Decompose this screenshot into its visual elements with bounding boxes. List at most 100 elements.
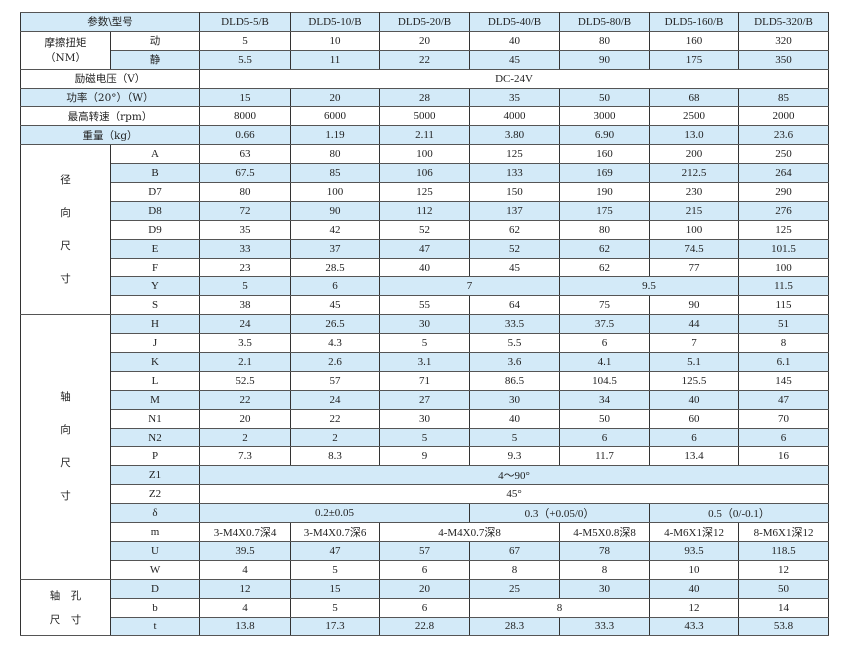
value-cell: 64 — [469, 295, 561, 316]
value-cell: 20 — [199, 408, 292, 429]
value-cell: 230 — [649, 182, 740, 202]
value-cell: 16 — [738, 446, 830, 467]
value-cell: 160 — [559, 144, 651, 165]
value-cell: 6.90 — [559, 125, 651, 146]
value-cell: 320 — [738, 30, 830, 51]
value-cell: 2000 — [738, 106, 830, 127]
dimension-row: M 22 24 27 30 34 40 47 — [21, 389, 830, 410]
value-cell: 4～90° — [199, 465, 830, 486]
dimension-row: U 39.5 47 57 67 78 93.5 118.5 — [21, 540, 830, 561]
value-cell: 80 — [199, 182, 292, 202]
model-header: DLD5-10/B — [290, 12, 381, 32]
value-cell: 6 — [290, 276, 381, 297]
dimension-row: Z2 45° — [21, 484, 830, 505]
value-cell: 215 — [649, 200, 740, 221]
value-cell: 33.3 — [559, 616, 651, 637]
value-cell: 27 — [379, 389, 471, 410]
model-header: DLD5-5/B — [199, 12, 292, 32]
general-row: 励磁电压（V） DC-24V — [19, 68, 830, 89]
value-cell: 30 — [559, 578, 651, 599]
value-cell: 9.3 — [469, 446, 561, 467]
value-cell: 290 — [738, 182, 830, 202]
value-cell: 5.5 — [469, 333, 561, 354]
value-cell: 22 — [199, 389, 292, 410]
model-header: DLD5-160/B — [649, 12, 740, 32]
value-cell: 150 — [469, 182, 561, 202]
dimension-row: P 7.3 8.3 9 9.3 11.7 13.4 16 — [21, 446, 830, 467]
value-cell: 78 — [559, 540, 651, 561]
value-cell: 63 — [199, 144, 292, 165]
value-cell: 22 — [379, 49, 471, 70]
value-cell: 8 — [738, 333, 830, 354]
value-cell: 3000 — [559, 106, 651, 127]
value-cell: 5 — [290, 597, 381, 618]
value-cell: 6000 — [290, 106, 381, 127]
value-cell: 2.6 — [290, 352, 381, 372]
value-cell: 5.1 — [649, 352, 740, 372]
model-header: DLD5-320/B — [738, 12, 830, 32]
model-header: DLD5-40/B — [469, 12, 561, 32]
value-cell: 40 — [379, 257, 471, 278]
value-cell: 55 — [379, 295, 471, 316]
param-label: 最高转速（rpm） — [19, 106, 201, 127]
value-cell: 13.4 — [649, 446, 740, 467]
value-cell: 2 — [199, 427, 292, 448]
value-cell: 51 — [738, 314, 830, 335]
value-cell: 62 — [469, 219, 561, 240]
value-cell: 23.6 — [738, 125, 830, 146]
dimension-label: P — [109, 446, 201, 467]
value-cell: 47 — [379, 238, 471, 259]
param-label: 重量（kg） — [19, 125, 201, 146]
dimension-row: D8 72 90 112 137 175 215 276 — [21, 200, 830, 221]
value-cell: 72 — [199, 200, 292, 221]
value-cell: 14 — [738, 597, 830, 618]
value-cell: 118.5 — [738, 540, 830, 561]
value-cell: 175 — [649, 49, 740, 70]
torque-sub-label: 静 — [109, 49, 201, 70]
value-cell: 80 — [559, 30, 651, 51]
value-cell: 26.5 — [290, 314, 381, 335]
value-cell: 28.3 — [469, 616, 561, 637]
value-cell: 4 — [199, 597, 292, 618]
value-cell: 100 — [649, 219, 740, 240]
value-cell: 137 — [469, 200, 561, 221]
dimension-label: D — [109, 578, 201, 599]
value-cell: 90 — [559, 49, 651, 70]
value-cell: 50 — [559, 87, 651, 108]
value-cell: 276 — [738, 200, 830, 221]
value-cell: 0.5（0/-0.1） — [649, 503, 830, 524]
value-cell: 3.6 — [469, 352, 561, 372]
value-cell: 20 — [379, 578, 471, 599]
value-cell: 24 — [199, 314, 292, 335]
general-row: 重量（kg） 0.66 1.19 2.11 3.80 6.90 13.0 23.6 — [19, 125, 830, 146]
dimension-row: S 38 45 55 64 75 90 115 — [21, 295, 830, 316]
dimension-label: L — [109, 370, 201, 391]
value-cell: 6 — [649, 427, 740, 448]
value-cell: 20 — [290, 87, 381, 108]
value-cell: 52 — [379, 219, 471, 240]
value-cell: 115 — [738, 295, 830, 316]
value-cell: 22.8 — [379, 616, 471, 637]
dimension-label: t — [109, 616, 201, 637]
value-cell: 264 — [738, 163, 830, 184]
dimension-label: A — [109, 144, 201, 165]
value-cell: 100 — [379, 144, 471, 165]
value-cell: 15 — [199, 87, 292, 108]
value-cell: 90 — [649, 295, 740, 316]
dimension-label: F — [109, 257, 201, 278]
value-cell: 30 — [379, 314, 471, 335]
value-cell: 0.66 — [199, 125, 292, 146]
general-row: 功率（20°）（W） 15 20 28 35 50 68 85 — [19, 87, 830, 108]
value-cell: 125 — [738, 219, 830, 240]
value-cell: 75 — [559, 295, 651, 316]
dimension-row: m 3-M4X0.7深4 3-M4X0.7深6 4-M4X0.7深8 4-M5X0.8深… — [21, 522, 830, 542]
value-cell: 6 — [559, 333, 651, 354]
dimension-label: E — [109, 238, 201, 259]
value-cell: 34 — [559, 389, 651, 410]
value-cell: 7 — [649, 333, 740, 354]
value-cell: 74.5 — [649, 238, 740, 259]
value-cell: 8 — [469, 597, 651, 618]
dimension-row: L 52.5 57 71 86.5 104.5 125.5 145 — [21, 370, 830, 391]
value-cell: 28 — [379, 87, 471, 108]
value-cell: 4000 — [469, 106, 561, 127]
